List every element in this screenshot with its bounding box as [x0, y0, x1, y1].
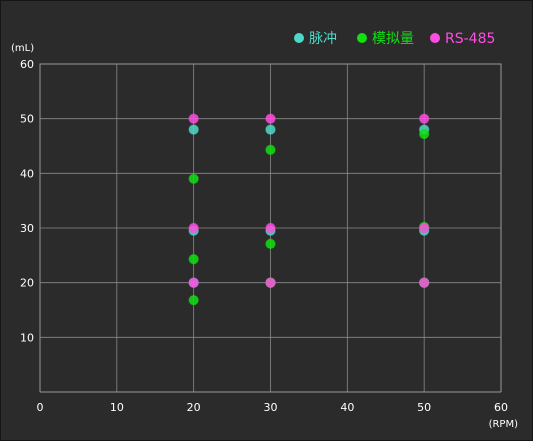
data-point [418, 113, 430, 124]
y-tick-label: 30 [20, 222, 34, 235]
y-tick-label: 10 [20, 331, 34, 344]
legend-label: 脉冲 [309, 31, 337, 47]
x-tick-label: 40 [340, 401, 354, 414]
legend-label: RS-485 [445, 31, 495, 47]
data-point [188, 222, 199, 234]
data-point [418, 222, 430, 234]
x-tick-label: 0 [37, 401, 44, 414]
legend-marker [430, 33, 440, 43]
x-unit-label: (RPM) [489, 419, 519, 430]
data-point [265, 238, 276, 250]
data-point [188, 294, 199, 306]
x-tick-label: 60 [494, 401, 508, 414]
x-tick-label: 20 [187, 401, 201, 414]
x-tick-label: 10 [110, 401, 124, 414]
data-point [265, 222, 276, 234]
y-tick-label: 20 [20, 277, 34, 290]
data-point [188, 277, 199, 288]
x-tick-label: 30 [264, 401, 278, 414]
data-point [265, 113, 276, 124]
legend-marker [294, 33, 304, 43]
y-tick-label: 50 [20, 113, 34, 126]
y-tick-label: 40 [20, 167, 34, 180]
x-tick-label: 50 [417, 401, 431, 414]
y-unit-label: (mL) [11, 43, 34, 54]
legend-label: 模拟量 [372, 31, 414, 47]
data-point [265, 144, 276, 156]
data-point [418, 128, 430, 140]
data-point [418, 277, 430, 288]
data-point [188, 124, 199, 135]
y-tick-label: 60 [20, 58, 34, 71]
data-point [188, 173, 199, 184]
data-point [188, 253, 199, 265]
data-point [265, 277, 276, 288]
legend-marker [357, 33, 367, 43]
data-point [265, 124, 276, 135]
data-point [188, 113, 199, 124]
